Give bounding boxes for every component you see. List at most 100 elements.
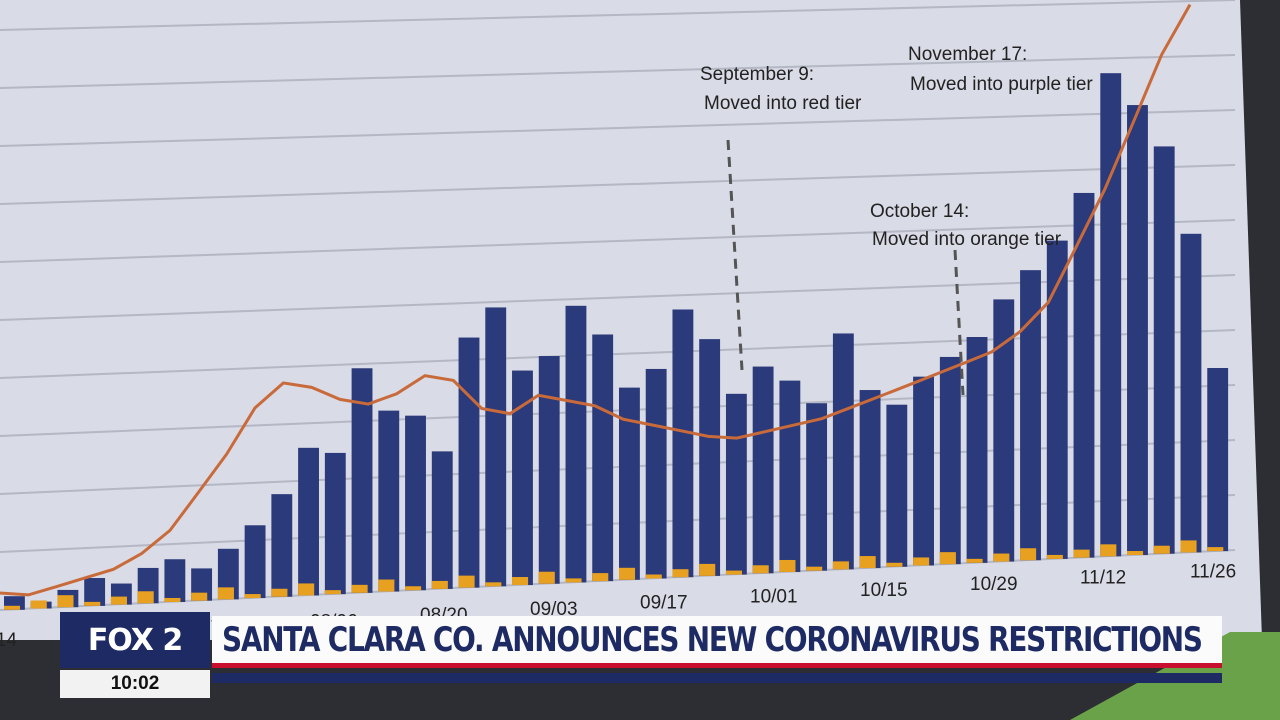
- sep9-marker: [726, 139, 744, 371]
- chart-bar: [271, 494, 293, 597]
- chart-bars: [4, 73, 1229, 610]
- annotation-sep9-text: Moved into red tier: [704, 93, 862, 114]
- chart-bar: [1180, 233, 1202, 553]
- chart-bar: [832, 333, 854, 570]
- average-line: [0, 3, 1192, 597]
- gridline: [0, 164, 1236, 205]
- chart-bar: [619, 387, 640, 580]
- minor-bar: [164, 597, 181, 602]
- chart-bar: [431, 451, 453, 589]
- news-lower-third: FOX 2 10:02 SANTA CLARA CO. ANNOUNCES NE…: [60, 612, 1222, 698]
- x-tick-label: 6/14: [0, 630, 17, 651]
- minor-bar: [779, 559, 796, 572]
- minor-bar: [191, 592, 208, 601]
- x-tick-label: 11/26: [1190, 561, 1236, 582]
- minor-bar: [859, 556, 876, 569]
- channel-logo: FOX 2: [60, 612, 210, 668]
- chart-bar: [351, 368, 373, 593]
- minor-bar: [1020, 548, 1037, 561]
- minor-bar: [244, 594, 261, 599]
- chart-bar: [592, 334, 614, 582]
- chart-bar: [752, 366, 774, 574]
- chart-bar: [1100, 73, 1122, 557]
- minor-bar: [806, 566, 823, 571]
- chart-bar: [565, 305, 587, 583]
- chart-bar: [485, 307, 507, 587]
- gridline: [0, 54, 1236, 89]
- chart-bar: [1127, 105, 1148, 556]
- chart-bar: [512, 370, 533, 586]
- chart-bar: [725, 393, 747, 575]
- minor-bar: [137, 591, 154, 604]
- chart-bar: [672, 309, 694, 578]
- minor-bar: [592, 573, 609, 582]
- annotation-oct14-date: October 14:: [870, 201, 969, 222]
- headline-underbar: [212, 673, 1222, 683]
- channel-logo-text: FOX 2: [87, 622, 183, 658]
- annotation-sep9-date: September 9:: [700, 64, 814, 85]
- minor-bar: [699, 563, 716, 576]
- clock: 10:02: [60, 670, 210, 698]
- x-tick-label: 09/17: [640, 593, 688, 614]
- minor-bar: [351, 584, 368, 593]
- chart-bar: [164, 559, 186, 602]
- minor-bar: [725, 570, 742, 575]
- chart-bar: [966, 337, 988, 563]
- chart-bar: [1207, 367, 1229, 552]
- minor-bar: [271, 588, 288, 597]
- minor-bar: [458, 575, 475, 588]
- x-tick-label: 10/29: [970, 574, 1018, 595]
- minor-bar: [512, 577, 529, 586]
- chart-bar: [324, 452, 346, 595]
- oct14-marker: [953, 249, 965, 396]
- minor-bar: [1100, 544, 1117, 557]
- minor-bar: [30, 600, 47, 609]
- minor-bar: [913, 557, 930, 566]
- chart-bar: [1046, 240, 1068, 559]
- minor-bar: [298, 583, 315, 596]
- gridline: [0, 0, 1236, 31]
- minor-bar: [217, 587, 234, 600]
- minor-bar: [431, 580, 448, 589]
- chart-bar: [1073, 192, 1095, 558]
- minor-bar: [966, 558, 983, 563]
- minor-bar: [832, 561, 849, 570]
- minor-bar: [939, 552, 956, 565]
- minor-bar: [1073, 549, 1090, 558]
- chart-bar: [886, 404, 908, 567]
- minor-bar: [886, 562, 903, 567]
- annotation-nov17-text: Moved into purple tier: [910, 74, 1093, 95]
- chart-bar: [84, 578, 106, 606]
- minor-bar: [538, 571, 555, 584]
- chart-bar: [191, 568, 213, 601]
- chart-bar: [699, 339, 721, 576]
- minor-bar: [1046, 554, 1063, 559]
- minor-bar: [1180, 540, 1197, 553]
- chart-bar: [217, 548, 239, 600]
- minor-bar: [619, 567, 636, 580]
- chart-bar: [1020, 270, 1041, 561]
- chart-bar: [298, 447, 319, 596]
- chart-bar: [645, 368, 667, 579]
- chart-bar: [244, 525, 266, 599]
- minor-bar: [405, 586, 422, 591]
- minor-bar: [324, 590, 341, 595]
- minor-bar: [485, 582, 502, 587]
- minor-bar: [565, 578, 582, 583]
- chart-bar: [859, 390, 881, 569]
- minor-bar: [1153, 545, 1170, 554]
- chart-bar: [378, 410, 400, 592]
- chart-bar: [939, 356, 961, 565]
- minor-bar: [378, 579, 395, 592]
- minor-bar: [84, 601, 101, 606]
- minor-bar: [110, 596, 127, 605]
- gridline: [0, 219, 1236, 263]
- chart-bar: [779, 380, 801, 572]
- minor-bar: [672, 569, 689, 578]
- gridline: [0, 109, 1236, 147]
- x-tick-label: 10/15: [860, 580, 908, 601]
- chart-bar: [538, 356, 560, 584]
- chart-bar: [913, 376, 934, 566]
- chart-bar: [993, 299, 1015, 562]
